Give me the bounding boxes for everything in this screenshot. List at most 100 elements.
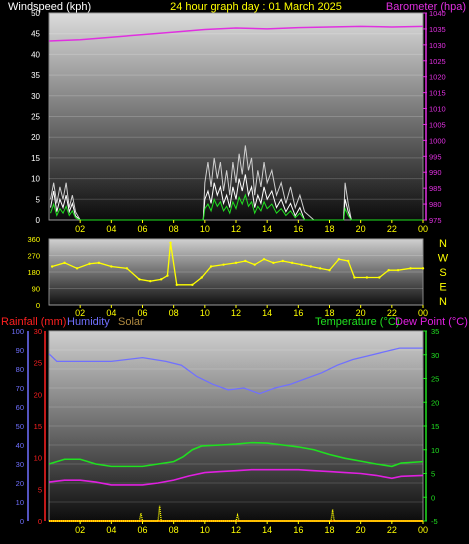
temperature-legend-label: Temperature (°C) [315, 316, 399, 328]
wind-direction-point [290, 261, 294, 265]
baro-tick-label: 1015 [429, 89, 446, 98]
x-tick-label: 16 [293, 224, 303, 234]
compass-label: S [439, 267, 446, 279]
x-tick-label: 06 [137, 308, 147, 318]
wind-direction-point [244, 259, 247, 263]
x-tick-label: 06 [137, 224, 147, 234]
direction-tick-label: 270 [27, 252, 40, 261]
compass-label: N [439, 238, 447, 250]
direction-tick-label: 180 [27, 268, 40, 277]
x-tick-label: 22 [387, 525, 397, 535]
humidity-tick-label: 40 [16, 441, 24, 450]
direction-tick-label: 90 [32, 285, 40, 294]
wind-direction-point [318, 267, 322, 270]
wind-direction-point [175, 283, 178, 287]
baro-tick-label: 975 [429, 216, 442, 225]
humidity-series-line [48, 347, 423, 395]
x-tick-label: 02 [75, 224, 85, 234]
humidity-tick-label: 60 [16, 403, 24, 412]
baro-tick-label: 1035 [429, 25, 446, 34]
temperature-series-line [48, 441, 424, 468]
x-tick-label: 12 [231, 525, 241, 535]
x-tick-label: 16 [293, 308, 303, 318]
wind-direction-point [191, 283, 194, 287]
wind-direction-point [353, 276, 356, 279]
baro-tick-label: 1010 [429, 105, 446, 114]
wind-tick-label: 20 [31, 133, 40, 142]
wind-direction-point [222, 263, 225, 266]
x-tick-label: 20 [356, 308, 366, 318]
baro-tick-label: 1020 [429, 73, 446, 82]
wind-direction-point [125, 267, 129, 270]
temperature-tick-label: 15 [431, 422, 439, 431]
baro-tick-label: 985 [429, 184, 442, 193]
x-tick-label: 06 [137, 525, 147, 535]
humidity-tick-label: 30 [16, 460, 24, 469]
x-tick-label: 16 [293, 525, 303, 535]
dewpoint-legend-label: Dew Point (°C) [395, 316, 468, 328]
wind-direction-point [387, 268, 390, 272]
baro-tick-label: 1000 [429, 136, 446, 145]
wind-tick-label: 5 [36, 195, 41, 204]
wind-direction-point [396, 268, 400, 272]
wind-direction-point [169, 241, 172, 244]
rainfall-tick-label: 25 [34, 359, 42, 368]
direction-tick-label: 360 [27, 235, 40, 244]
humidity-tick-label: 20 [16, 479, 24, 488]
wind-direction-point [149, 279, 152, 283]
wind-direction-point [138, 278, 141, 281]
wind-direction-point [200, 276, 203, 279]
x-tick-label: 12 [231, 224, 241, 234]
panel-wind [48, 12, 424, 221]
humidity-tick-label: 90 [16, 346, 24, 355]
windspeed-series-line [50, 174, 423, 221]
wind-direction-point [50, 265, 54, 268]
x-tick-label: 08 [169, 525, 179, 535]
wind-direction-point [421, 267, 425, 270]
x-tick-label: 14 [262, 308, 272, 318]
x-tick-label: 02 [75, 308, 85, 318]
x-tick-label: 04 [106, 224, 116, 234]
humidity-tick-label: 100 [11, 327, 24, 336]
wind-direction-point [63, 261, 66, 265]
dewpoint-series-line [48, 468, 424, 486]
x-tick-label: 10 [200, 525, 210, 535]
baro-tick-label: 1005 [429, 120, 446, 129]
wind-direction-point [262, 257, 266, 261]
wind-direction-point [337, 257, 341, 261]
x-tick-label: 18 [324, 525, 334, 535]
direction-tick-label: 0 [36, 301, 40, 310]
baro-tick-label: 980 [429, 200, 442, 209]
baro-tick-label: 990 [429, 168, 442, 177]
temperature-tick-label: 30 [431, 351, 439, 360]
humidity-tick-label: 80 [16, 365, 24, 374]
x-tick-label: 12 [231, 308, 241, 318]
wind-tick-label: 0 [36, 216, 41, 225]
baro-tick-label: 995 [429, 152, 442, 161]
graph-title: 24 hour graph day : 01 March 2025 [170, 1, 342, 13]
humidity-tick-label: 0 [20, 517, 24, 526]
compass-label: E [439, 282, 446, 294]
wind-average-series-line [50, 193, 423, 221]
x-tick-label: 00 [418, 308, 428, 318]
temperature-tick-label: 35 [431, 327, 439, 336]
wind-tick-label: 40 [31, 50, 40, 59]
temperature-tick-label: 20 [431, 398, 439, 407]
x-tick-label: 22 [387, 224, 397, 234]
rainfall-tick-label: 20 [34, 390, 42, 399]
wind-direction-point [234, 261, 238, 265]
x-tick-label: 14 [262, 525, 272, 535]
wind-direction-point [309, 265, 312, 268]
rainfall-legend-label: Rainfall (mm) [1, 316, 66, 328]
compass-label: W [438, 253, 449, 265]
barometer-series-line [48, 25, 424, 42]
x-tick-label: 14 [262, 224, 272, 234]
x-tick-label: 18 [324, 224, 334, 234]
x-tick-label: 18 [324, 308, 334, 318]
temperature-tick-label: 0 [431, 493, 435, 502]
wind-direction-point [272, 261, 275, 265]
baro-tick-label: 1040 [429, 9, 446, 18]
wind-direction-point [160, 278, 163, 281]
wind-tick-label: 15 [31, 154, 40, 163]
